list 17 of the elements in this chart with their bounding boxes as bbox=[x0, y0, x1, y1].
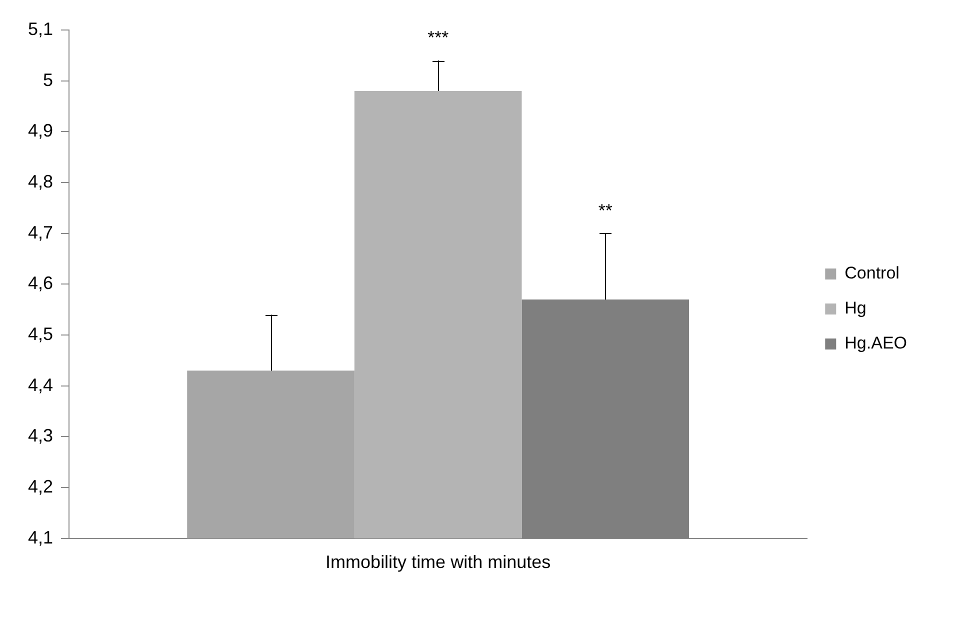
annotation: ** bbox=[598, 200, 612, 220]
legend-label: Hg.AEO bbox=[844, 334, 908, 353]
y-tick-label: 4,5 bbox=[28, 324, 54, 344]
y-tick-label: 4,7 bbox=[28, 222, 54, 242]
y-tick-label: 4,6 bbox=[28, 273, 54, 294]
y-tick-label: 4,1 bbox=[28, 527, 54, 548]
y-tick-label: 4,4 bbox=[28, 374, 54, 395]
y-tick-label: 4,2 bbox=[28, 476, 54, 497]
y-tick-label: 4,8 bbox=[28, 171, 54, 192]
y-tick-label: 5,1 bbox=[28, 18, 54, 39]
legend-label: Hg bbox=[844, 298, 866, 318]
legend-label: Control bbox=[844, 264, 900, 283]
y-tick-label: 4,9 bbox=[28, 120, 54, 141]
y-tick-label: 5 bbox=[43, 70, 54, 90]
annotation: *** bbox=[428, 27, 449, 48]
y-tick-label: 4,3 bbox=[28, 426, 54, 446]
x-tick-label: Immobility time with minutes bbox=[326, 552, 551, 572]
